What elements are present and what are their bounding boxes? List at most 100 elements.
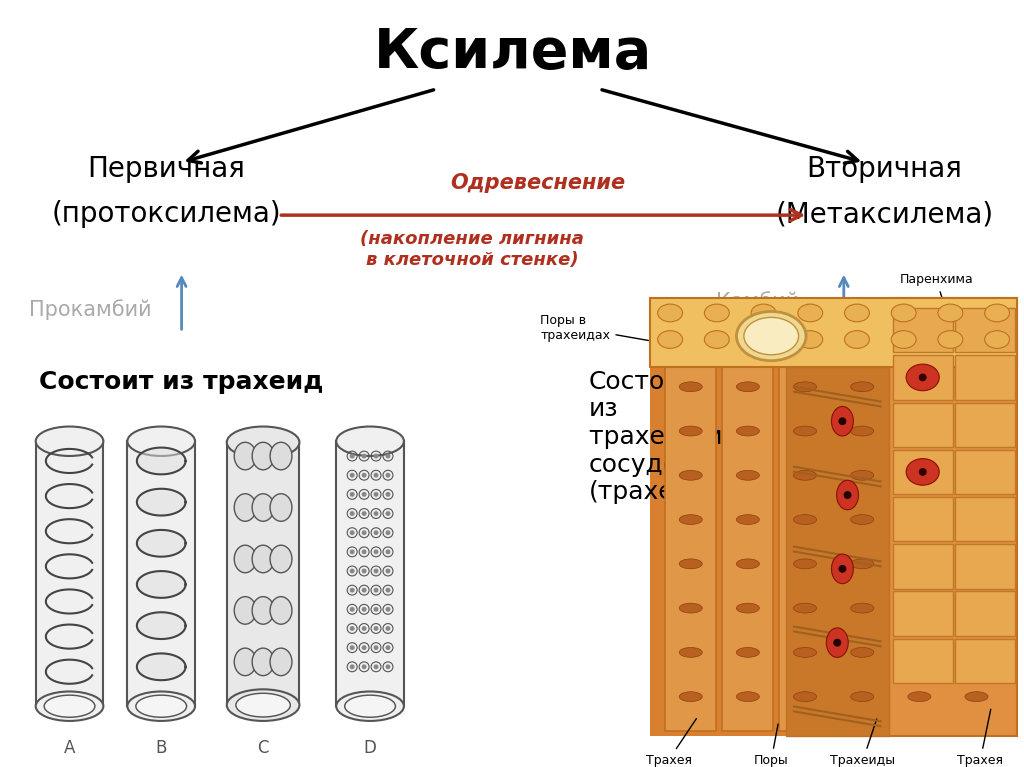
Circle shape (361, 607, 367, 612)
Ellipse shape (851, 515, 873, 525)
Ellipse shape (985, 304, 1010, 322)
Ellipse shape (908, 470, 931, 480)
Bar (893, 308, 952, 352)
Text: (протоксилема): (протоксилема) (51, 200, 282, 228)
Bar (951, 357, 1002, 731)
Polygon shape (137, 530, 185, 557)
Circle shape (374, 472, 379, 478)
Ellipse shape (36, 692, 103, 721)
Ellipse shape (736, 603, 760, 613)
Ellipse shape (679, 692, 702, 702)
Circle shape (349, 472, 354, 478)
Circle shape (374, 607, 379, 612)
Circle shape (361, 568, 367, 574)
Ellipse shape (837, 480, 858, 510)
Ellipse shape (336, 426, 403, 456)
Ellipse shape (679, 426, 702, 436)
Circle shape (361, 549, 367, 555)
Ellipse shape (965, 426, 988, 436)
Text: Камбий: Камбий (716, 292, 799, 312)
Bar (666, 357, 717, 731)
Polygon shape (137, 571, 185, 597)
Bar (650, 298, 1017, 736)
Text: Вторичная: Вторичная (807, 155, 963, 183)
Text: Трахеиды: Трахеиды (830, 719, 896, 767)
Bar (894, 357, 945, 731)
Circle shape (385, 453, 390, 459)
Circle shape (374, 511, 379, 516)
Bar (889, 298, 1017, 736)
Ellipse shape (657, 304, 683, 322)
Bar (837, 357, 888, 731)
Ellipse shape (736, 647, 760, 657)
Ellipse shape (794, 426, 816, 436)
Ellipse shape (736, 311, 806, 360)
Ellipse shape (252, 494, 274, 522)
Circle shape (349, 645, 354, 650)
Ellipse shape (851, 603, 873, 613)
Ellipse shape (236, 693, 291, 717)
Circle shape (349, 664, 354, 670)
Ellipse shape (851, 692, 873, 702)
Text: Ксилема: Ксилема (374, 26, 652, 80)
Circle shape (374, 588, 379, 593)
Bar (36, 441, 103, 706)
Ellipse shape (908, 692, 931, 702)
Bar (893, 403, 952, 447)
Ellipse shape (831, 554, 853, 584)
Text: Состоит: Состоит (589, 370, 696, 394)
Text: В: В (156, 739, 167, 757)
Ellipse shape (794, 559, 816, 569)
Ellipse shape (336, 692, 403, 721)
Ellipse shape (845, 304, 869, 322)
Circle shape (361, 453, 367, 459)
Ellipse shape (965, 692, 988, 702)
Ellipse shape (270, 597, 292, 624)
Ellipse shape (908, 603, 931, 613)
Circle shape (385, 568, 390, 574)
Bar (650, 298, 1017, 367)
Ellipse shape (908, 426, 931, 436)
Ellipse shape (965, 647, 988, 657)
Circle shape (385, 664, 390, 670)
Ellipse shape (226, 426, 299, 458)
Ellipse shape (908, 382, 931, 392)
Ellipse shape (705, 331, 729, 348)
Ellipse shape (234, 545, 256, 573)
Circle shape (349, 453, 354, 459)
Bar (954, 497, 1015, 542)
Ellipse shape (44, 695, 95, 717)
Bar (954, 355, 1015, 400)
Circle shape (349, 568, 354, 574)
Circle shape (349, 511, 354, 516)
Text: Состоит из трахеид: Состоит из трахеид (39, 370, 324, 394)
Ellipse shape (252, 545, 274, 573)
Bar (954, 449, 1015, 494)
Circle shape (385, 588, 390, 593)
Ellipse shape (252, 597, 274, 624)
Ellipse shape (736, 515, 760, 525)
Circle shape (374, 492, 379, 497)
Bar (336, 441, 403, 706)
Circle shape (349, 492, 354, 497)
Bar (226, 443, 299, 705)
Ellipse shape (965, 470, 988, 480)
Polygon shape (137, 653, 185, 680)
Text: С: С (257, 739, 269, 757)
Ellipse shape (679, 647, 702, 657)
Ellipse shape (965, 382, 988, 392)
Bar (954, 403, 1015, 447)
Text: Поры в
трахеидах: Поры в трахеидах (541, 314, 714, 352)
Circle shape (349, 626, 354, 631)
Bar (954, 308, 1015, 352)
Polygon shape (137, 489, 185, 515)
Circle shape (374, 664, 379, 670)
Ellipse shape (127, 426, 195, 456)
Circle shape (349, 607, 354, 612)
Bar (779, 357, 830, 731)
Ellipse shape (826, 628, 848, 657)
Circle shape (374, 645, 379, 650)
Ellipse shape (851, 426, 873, 436)
Circle shape (361, 472, 367, 478)
Circle shape (385, 607, 390, 612)
